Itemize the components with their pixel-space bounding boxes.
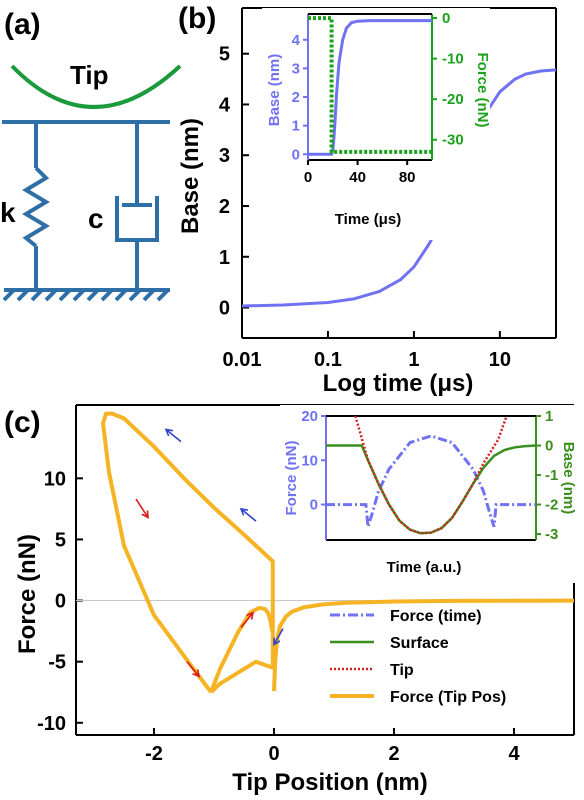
panel-c-inset-curves [326,415,537,535]
panel-c-ylabel: Force (nN) [14,534,41,654]
arrow-blue-5 [273,628,284,647]
y-tick-label: 1 [219,247,230,269]
inset-y-tick-label: 4 [292,32,301,49]
inset-y2-tick-label: -20 [442,91,464,108]
y-tick-label: 2 [219,196,230,218]
inset-y2-tick-label: -30 [442,132,464,149]
inset-y2-tick-label: -3 [545,526,558,543]
panel-c-inset-xlabel: Time (a.u.) [387,559,462,576]
legend-label-2: Tip [390,662,414,679]
panel-c-label: (c) [4,406,41,439]
x-tick-label: 10 [489,349,511,371]
x-tick-label: 0 [268,743,279,765]
direction-arrows [135,428,284,678]
legend: Force (time) Surface Tip Force (Tip Pos) [330,608,506,706]
panel-c-inset-y2label: Base (nm) [560,442,577,515]
inset-x-tick-label: 0 [304,169,312,186]
panel-a: (a) Tip k c [0,8,182,302]
legend-label-1: Surface [390,635,449,652]
x-tick-label: 1 [408,349,419,371]
panel-c-inset-ylabel: Force (nN) [283,440,300,515]
y-tick-label: 0 [55,591,66,613]
inset-y-tick-label: 10 [301,452,318,469]
inset-y-tick-label: 1 [292,118,300,135]
inset-y-tick-label: 0 [292,146,300,163]
spring-label: k [0,197,16,228]
arrow-red-1 [186,661,201,678]
inset-y-tick-label: 20 [301,408,318,425]
panel-c-xlabel: Tip Position (nm) [232,769,428,796]
panel-c-inset-axes [325,415,537,541]
panel-b-ylabel: Base (nm) [177,118,204,234]
spring-damper [2,120,170,302]
tip-curve [10,64,182,109]
force-tip-pos-curve-0 [101,411,275,694]
inset-y-tick-label: 0 [310,497,318,514]
x-tick-label: 0.01 [223,349,262,371]
panel-c-ticks: -2 0 2 4 -10 -5 0 5 10 [37,468,520,765]
panel-b-xlabel: Log time (μs) [323,370,474,397]
y-tick-label: 3 [219,145,230,167]
inset-curve-tip [354,415,508,535]
arrow-blue-4 [239,507,257,522]
inset-y-tick-label: 3 [292,60,300,77]
panel-b-inset-bg [262,8,490,240]
inset-y-tick-label: 2 [292,89,300,106]
inset-x-tick-label: 80 [399,169,416,186]
panel-a-label: (a) [4,8,41,41]
panel-b-inset-y2label: Force (nN) [474,53,491,128]
x-tick-label: -2 [145,743,163,765]
x-tick-label: 2 [388,743,399,765]
y-tick-label: 0 [219,298,230,320]
arrow-blue-3 [164,428,182,443]
legend-label-0: Force (time) [390,608,482,625]
y-tick-label: 5 [55,529,66,551]
inset-curve-force-time- [326,434,536,528]
inset-y2-tick-label: -10 [442,51,464,68]
x-tick-label: 0.1 [314,349,342,371]
y-tick-label: 10 [44,468,66,490]
y-tick-label: -10 [37,713,66,735]
damper-label: c [88,203,104,234]
arrow-red-2 [240,611,255,628]
panel-b-inset-axes [307,13,433,161]
tip-label: Tip [70,60,109,90]
y-tick-label: 4 [219,94,231,116]
panel-b-label: (b) [178,2,216,35]
inset-y2-tick-label: 1 [545,408,553,425]
y-tick-label: -5 [48,652,66,674]
inset-y2-tick-label: -1 [545,467,558,484]
inset-y2-tick-label: 0 [545,438,553,455]
x-tick-label: 4 [508,743,520,765]
arrow-red-0 [135,498,149,519]
inset-y2-tick-label: -2 [545,497,558,514]
panel-b-inset-ylabel: Base (nm) [266,54,283,127]
force-tip-pos-curve-2 [209,605,275,693]
inset-y2-tick-label: 0 [442,10,450,27]
inset-force-curve [308,16,432,154]
legend-label-3: Force (Tip Pos) [390,689,506,706]
panel-b-inset-xlabel: Time (μs) [335,211,401,228]
inset-x-tick-label: 40 [349,169,366,186]
y-tick-label: 5 [219,44,230,66]
